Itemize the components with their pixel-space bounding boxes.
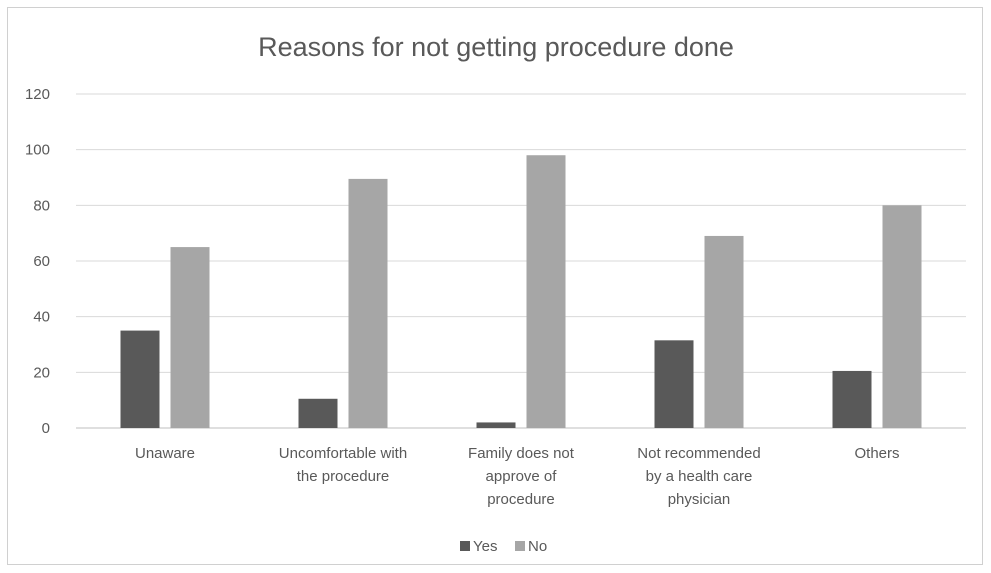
bar-no-2: [526, 155, 566, 428]
y-tick-label: 40: [33, 309, 50, 326]
legend-swatch-yes: [460, 541, 470, 551]
legend-label-no: No: [528, 538, 547, 555]
y-tick-label: 60: [33, 253, 50, 270]
chart-title: Reasons for not getting procedure done: [258, 32, 734, 62]
category-label: Family does not approve of procedure: [468, 445, 575, 508]
legend: Yes No: [460, 538, 547, 555]
bar-yes-4: [832, 370, 872, 428]
legend-label-yes: Yes: [473, 538, 497, 555]
category-label: Not recommended by a health care physician: [637, 445, 760, 508]
chart-frame: Reasons for not getting procedure done 0…: [7, 7, 983, 565]
category-label: Unaware: [135, 445, 195, 462]
category-label: Others: [854, 445, 899, 462]
y-tick-label: 120: [25, 86, 50, 103]
gridlines: [76, 93, 966, 429]
x-axis-categories: Unaware Uncomfortable with the procedure Fa…: [135, 445, 900, 508]
bar-no-4: [882, 205, 922, 428]
bar-yes-1: [298, 398, 338, 428]
y-tick-label: 80: [33, 197, 50, 214]
bar-yes-0: [120, 330, 160, 428]
y-tick-label: 20: [33, 364, 50, 381]
y-axis-ticks: 0 20 40 60 80 100 120: [25, 86, 50, 437]
y-tick-label: 0: [42, 420, 50, 437]
bar-no-1: [348, 178, 388, 428]
bars: [120, 155, 922, 428]
bar-yes-2: [476, 422, 516, 428]
bar-no-3: [704, 235, 744, 428]
category-label: Uncomfortable with the procedure: [279, 445, 407, 485]
bar-yes-3: [654, 340, 694, 428]
y-tick-label: 100: [25, 142, 50, 159]
bar-chart: Reasons for not getting procedure done 0…: [25, 32, 966, 555]
bar-no-0: [170, 247, 210, 428]
legend-swatch-no: [515, 541, 525, 551]
